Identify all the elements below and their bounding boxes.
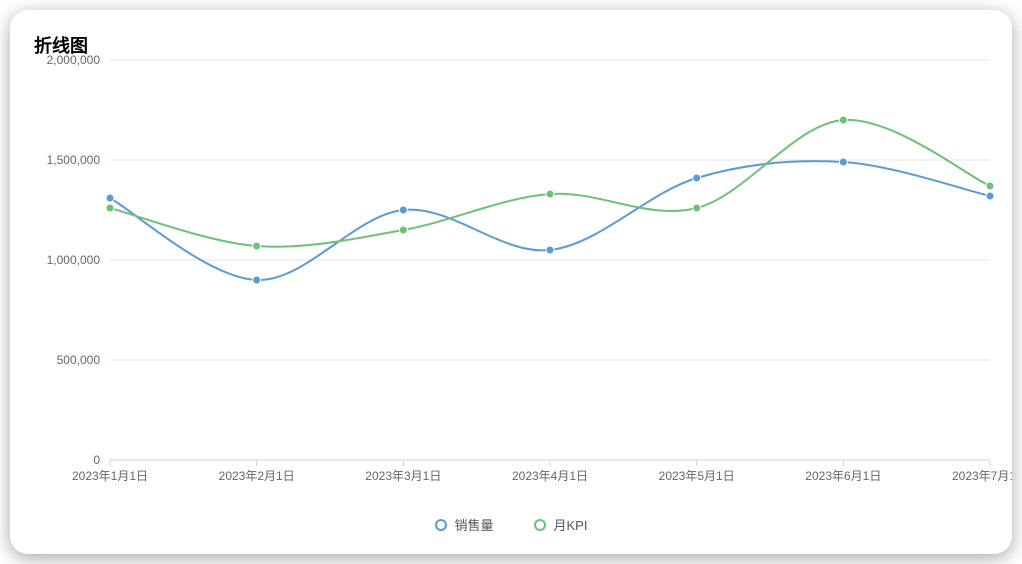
series-point-kpi[interactable] xyxy=(839,116,847,124)
series-line-sales[interactable] xyxy=(110,161,990,280)
legend-label: 销售量 xyxy=(455,515,494,534)
series-point-sales[interactable] xyxy=(106,194,114,202)
series-point-sales[interactable] xyxy=(253,276,261,284)
series-point-kpi[interactable] xyxy=(986,182,994,190)
series-point-sales[interactable] xyxy=(399,206,407,214)
legend-item-sales[interactable]: 销售量 xyxy=(435,515,494,534)
y-axis-label: 0 xyxy=(93,453,100,467)
series-point-sales[interactable] xyxy=(839,158,847,166)
x-axis-label: 2023年7月1日 xyxy=(952,469,1012,483)
series-point-sales[interactable] xyxy=(546,246,554,254)
series-line-kpi[interactable] xyxy=(110,120,990,247)
y-axis-label: 2,000,000 xyxy=(47,53,101,67)
y-axis-label: 1,000,000 xyxy=(47,253,101,267)
legend-swatch-icon xyxy=(435,519,447,531)
y-axis-label: 500,000 xyxy=(57,353,101,367)
series-point-kpi[interactable] xyxy=(546,190,554,198)
stage: 折线图 0500,0001,000,0001,500,0002,000,0002… xyxy=(0,0,1022,564)
x-axis-label: 2023年4月1日 xyxy=(512,469,588,483)
x-axis-label: 2023年3月1日 xyxy=(365,469,441,483)
x-axis-label: 2023年5月1日 xyxy=(659,469,735,483)
x-axis-label: 2023年6月1日 xyxy=(805,469,881,483)
legend-label: 月KPI xyxy=(554,515,588,534)
series-point-kpi[interactable] xyxy=(693,204,701,212)
series-point-kpi[interactable] xyxy=(106,204,114,212)
legend-swatch-icon xyxy=(534,519,546,531)
chart-card: 折线图 0500,0001,000,0001,500,0002,000,0002… xyxy=(10,10,1012,554)
chart-legend: 销售量 月KPI xyxy=(10,515,1012,534)
x-axis-label: 2023年2月1日 xyxy=(219,469,295,483)
series-point-sales[interactable] xyxy=(693,174,701,182)
chart-plot: 0 500,000 1,000,000 1,500,000 2,000,000 2023年… xyxy=(10,10,1012,554)
y-axis-label: 1,500,000 xyxy=(47,153,101,167)
series-point-kpi[interactable] xyxy=(253,242,261,250)
series-point-kpi[interactable] xyxy=(399,226,407,234)
x-axis-label: 2023年1月1日 xyxy=(72,469,148,483)
legend-item-kpi[interactable]: 月KPI xyxy=(534,515,588,534)
series-point-sales[interactable] xyxy=(986,192,994,200)
